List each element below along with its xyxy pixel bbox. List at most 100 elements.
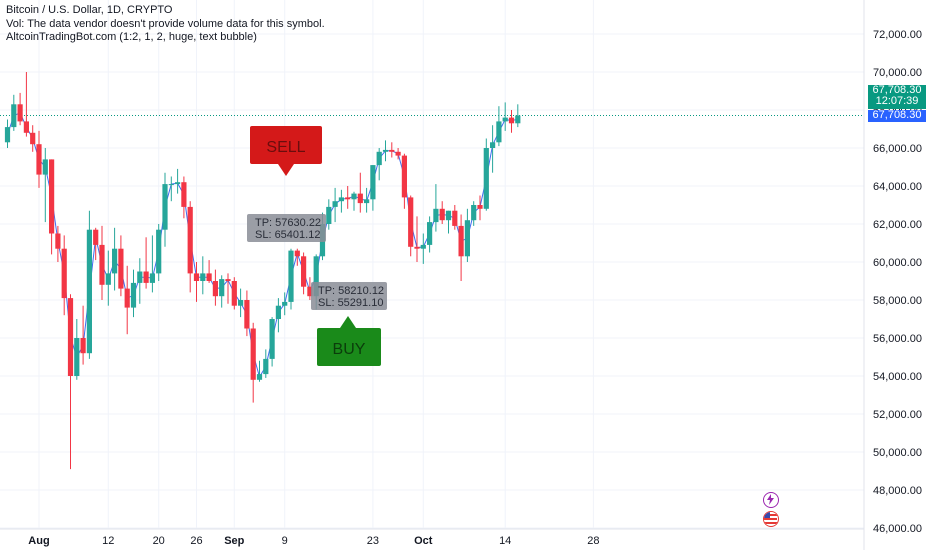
candle[interactable] xyxy=(294,248,300,266)
candle[interactable] xyxy=(168,176,174,202)
candle[interactable] xyxy=(326,199,332,230)
candle[interactable] xyxy=(17,92,23,126)
candle-body xyxy=(193,273,200,281)
candle[interactable] xyxy=(364,187,370,213)
candle[interactable] xyxy=(175,168,181,194)
candle[interactable] xyxy=(4,119,11,149)
candle-body xyxy=(458,225,464,257)
candle[interactable] xyxy=(231,277,237,310)
last-price-badge: 67,708.30 12:07:39 xyxy=(868,85,926,109)
x-tick-label: Aug xyxy=(28,535,49,547)
sell-signal[interactable]: TP: 57630.22 SL: 65401.12 SELL xyxy=(247,126,326,242)
candle[interactable] xyxy=(414,216,420,262)
candle[interactable] xyxy=(376,148,382,181)
candle[interactable] xyxy=(30,125,36,152)
candle[interactable] xyxy=(477,195,483,221)
candle[interactable] xyxy=(490,125,496,173)
candle[interactable] xyxy=(452,205,458,230)
candle[interactable] xyxy=(61,235,67,316)
candle[interactable] xyxy=(212,269,218,306)
candle[interactable] xyxy=(118,235,124,297)
candle[interactable] xyxy=(464,208,470,262)
candle[interactable] xyxy=(288,248,294,310)
candle[interactable] xyxy=(206,260,212,283)
candle[interactable] xyxy=(332,187,338,223)
candle[interactable] xyxy=(23,72,29,137)
candle[interactable] xyxy=(187,201,193,293)
candle[interactable] xyxy=(345,186,351,209)
candle[interactable] xyxy=(275,298,281,333)
candle[interactable] xyxy=(149,235,155,293)
candle[interactable] xyxy=(137,258,143,304)
candle[interactable] xyxy=(74,319,80,380)
candle[interactable] xyxy=(225,273,231,304)
candle[interactable] xyxy=(338,189,344,213)
candle[interactable] xyxy=(200,256,206,295)
candle[interactable] xyxy=(193,262,200,302)
candle[interactable] xyxy=(458,214,464,282)
y-tick-label: 54,000.00 xyxy=(873,371,922,383)
candle[interactable] xyxy=(382,140,389,162)
candle[interactable] xyxy=(143,237,149,289)
candle[interactable] xyxy=(433,184,439,232)
buy-signal[interactable]: TP: 58210.12 SL: 55291.10 BUY xyxy=(311,282,387,366)
candle[interactable] xyxy=(420,233,426,264)
candle[interactable] xyxy=(496,106,502,147)
candle[interactable] xyxy=(427,216,433,253)
candle[interactable] xyxy=(55,225,61,262)
candle[interactable] xyxy=(508,110,515,133)
candle[interactable] xyxy=(250,322,256,403)
candle[interactable] xyxy=(238,288,244,318)
candle[interactable] xyxy=(389,142,395,158)
time-axis: Aug 12 20 26 Sep 9 23 Oct 14 28 xyxy=(28,535,599,547)
candle[interactable] xyxy=(269,317,275,367)
candle-body xyxy=(420,244,426,249)
candle[interactable] xyxy=(301,252,307,295)
lightning-icon[interactable] xyxy=(763,492,779,508)
candle[interactable] xyxy=(67,294,74,470)
candle[interactable] xyxy=(124,265,130,335)
candle[interactable] xyxy=(181,176,187,219)
candle[interactable] xyxy=(244,290,250,337)
candle[interactable] xyxy=(515,104,521,128)
candle[interactable] xyxy=(86,210,92,359)
candle[interactable] xyxy=(162,172,168,247)
y-tick-label: 72,000.00 xyxy=(873,29,922,41)
candle[interactable] xyxy=(80,305,86,365)
candle[interactable] xyxy=(370,165,376,211)
candle[interactable] xyxy=(49,159,55,255)
candle[interactable] xyxy=(156,224,162,281)
candle[interactable] xyxy=(307,277,313,300)
candle-body xyxy=(36,144,42,175)
us-flag-icon[interactable] xyxy=(763,511,779,527)
candle[interactable] xyxy=(256,360,263,382)
candle[interactable] xyxy=(483,138,489,211)
candle[interactable] xyxy=(93,227,99,261)
candle[interactable] xyxy=(282,292,288,316)
candle[interactable] xyxy=(351,191,357,211)
candle[interactable] xyxy=(99,225,105,300)
candle[interactable] xyxy=(401,153,407,209)
candle[interactable] xyxy=(105,250,111,306)
candle[interactable] xyxy=(219,275,225,308)
indicator-legend[interactable]: AltcoinTradingBot.com (1:2, 1, 2, huge, … xyxy=(6,31,257,43)
candle[interactable] xyxy=(408,195,414,257)
candle-body xyxy=(30,132,36,145)
y-tick-label: 48,000.00 xyxy=(873,485,922,497)
candle-body xyxy=(496,121,502,143)
candle[interactable] xyxy=(502,102,508,131)
candle[interactable] xyxy=(263,349,269,378)
candle[interactable] xyxy=(439,201,445,224)
candle-body xyxy=(452,210,458,226)
candle[interactable] xyxy=(357,172,363,213)
symbol-title[interactable]: Bitcoin / U.S. Dollar, 1D, CRYPTO xyxy=(6,4,173,16)
candle[interactable] xyxy=(395,148,401,160)
candle[interactable] xyxy=(36,130,42,188)
candle[interactable] xyxy=(471,201,477,226)
candle[interactable] xyxy=(130,269,137,318)
candle[interactable] xyxy=(445,210,452,234)
candle[interactable] xyxy=(112,227,118,291)
candle[interactable] xyxy=(42,148,48,223)
candle[interactable] xyxy=(11,94,17,131)
